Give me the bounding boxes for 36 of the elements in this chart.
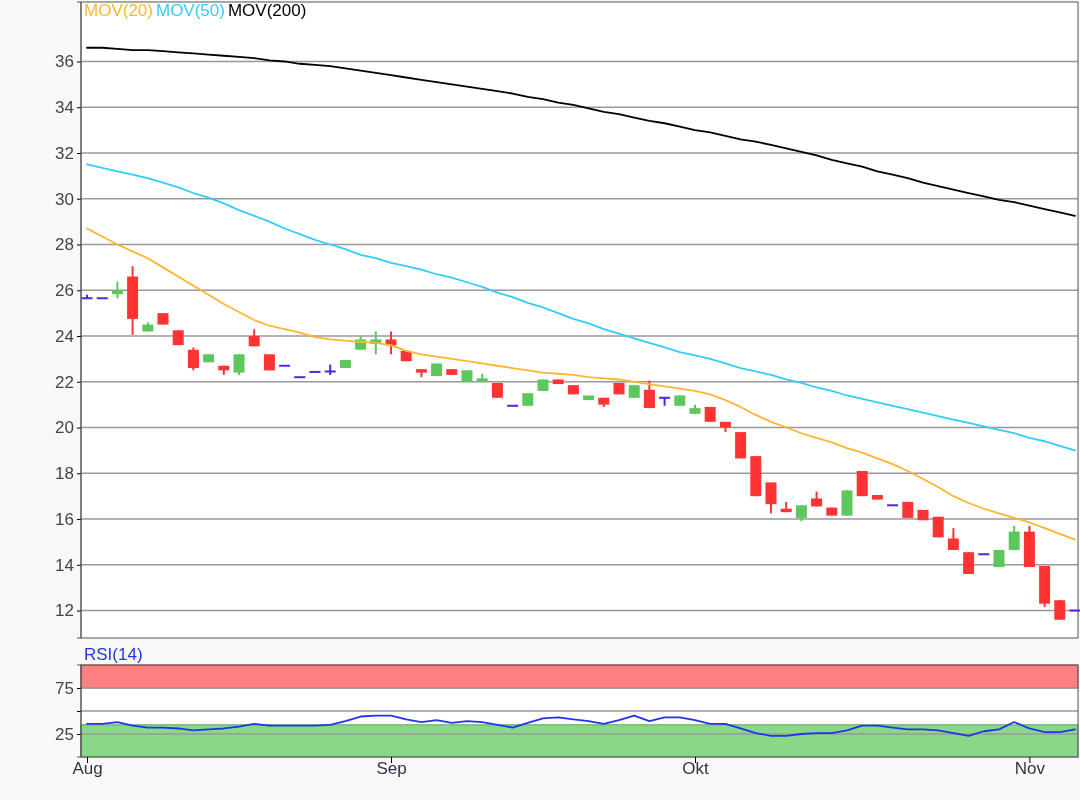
y-tick-label: 18 [55,464,74,484]
line-series [86,46,1076,217]
line-series [86,227,1076,541]
text: RSI(14) [84,645,143,664]
y-tick-label: 14 [55,555,74,575]
y-tick-label: 24 [55,326,74,346]
text: MOV(200) [227,1,307,20]
candlestick [765,481,777,515]
text: MOV(50) [155,1,225,20]
y-tick-label: 16 [55,509,74,529]
x-tick-label: Sep [376,759,407,778]
y-tick-label: 25 [55,724,74,744]
candlestick [643,379,655,410]
candlestick [1008,524,1020,551]
y-tick-label: 20 [55,418,74,438]
y-tick-label: 34 [55,98,74,118]
y-tick-label: 28 [55,235,74,255]
y-tick-label: 36 [55,52,74,72]
y-tick-label: 75 [55,678,74,698]
candlestick [1054,599,1066,621]
x-tick-label: Nov [1014,759,1046,778]
y-tick-label: 22 [55,372,74,392]
y-tick-label: 32 [55,143,74,163]
y-tick-label: 26 [55,281,74,301]
y-tick-label: 12 [55,601,74,621]
candlestick [233,353,245,376]
candlestick [385,330,397,356]
candlestick [947,527,959,551]
y-tick-label: 30 [55,189,74,209]
x-tick-label: Aug [72,759,103,778]
candlestick [187,346,199,372]
line-series [86,714,1076,737]
line-series [86,163,1076,452]
candlestick [963,551,975,575]
x-tick-label: Okt [682,759,709,778]
text: MOV(20) [84,1,153,20]
